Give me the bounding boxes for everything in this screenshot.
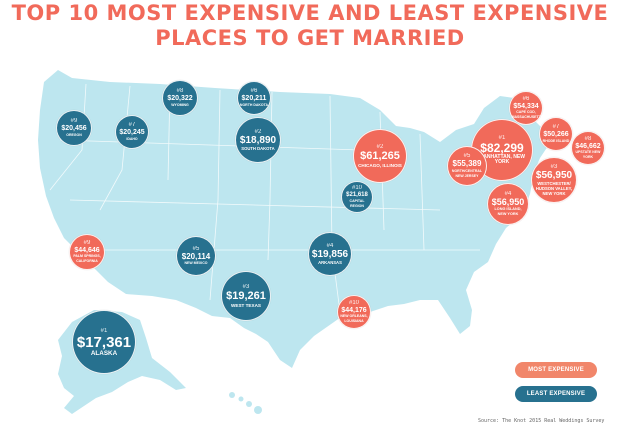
place-rank: #5: [463, 153, 471, 160]
place-bubble-3: #4 $19,856 ARKANSAS: [308, 232, 352, 276]
place-name: WESTCHESTER/ HUDSON VALLEY, NEW YORK: [535, 181, 573, 197]
place-rank: #4: [504, 190, 512, 197]
place-bubble-14: #4 $56,950 LONG ISLAND, NEW YORK: [487, 183, 529, 225]
place-name: PALM SPRINGS, CALIFORNIA: [73, 254, 101, 264]
place-rank: #7: [128, 122, 136, 129]
place-price: $20,114: [181, 251, 211, 261]
place-bubble-16: #6 $54,334 CAPE COD, MASSACHUSETTS: [509, 91, 543, 125]
place-bubble-17: #7 $50,266 RHODE ISLAND: [539, 117, 573, 151]
place-bubble-1: #1 $17,361 ALASKA: [72, 310, 136, 374]
place-rank: #2: [376, 144, 384, 151]
place-name: LONG ISLAND, NEW YORK: [494, 207, 522, 217]
place-name: ARKANSAS: [318, 260, 342, 266]
place-name: CHICAGO, ILLINOIS: [358, 162, 402, 168]
place-rank: #1: [100, 328, 108, 335]
hawaii: [229, 392, 262, 414]
place-price: $44,176: [341, 306, 367, 314]
place-price: $20,245: [119, 129, 145, 137]
place-bubble-9: #9 $20,456 OREGON: [56, 110, 92, 146]
place-name: CAPITAL REGION: [349, 198, 365, 208]
place-bubble-10: #10 $21,618 CAPITAL REGION: [341, 181, 373, 213]
place-name: ALASKA: [90, 349, 118, 357]
place-rank: #3: [550, 163, 558, 170]
place-rank: #1: [498, 135, 506, 142]
place-rank: #8: [584, 135, 592, 142]
place-name: NEW ORLEANS, LOUISIANA: [340, 314, 368, 324]
place-bubble-6: #6 $20,211 NORTH DAKOTA: [237, 81, 271, 115]
place-bubble-18: #8 $46,662 UPSTATE NEW YORK: [571, 131, 605, 165]
place-name: CAPE COD, MASSACHUSETTS: [511, 110, 544, 120]
place-price: $17,361: [76, 334, 132, 352]
legend-least-expensive: LEAST EXPENSIVE: [515, 386, 597, 402]
place-rank: #4: [326, 242, 334, 249]
place-name: WYOMING: [171, 102, 189, 107]
place-price: $21,618: [346, 192, 368, 199]
place-rank: #5: [192, 245, 200, 252]
place-rank: #6: [522, 95, 530, 102]
place-price: $20,211: [241, 95, 267, 103]
place-name: OREGON: [66, 132, 82, 137]
place-price: $46,662: [575, 142, 601, 150]
place-bubble-12: #2 $61,265 CHICAGO, ILLINOIS: [353, 129, 407, 183]
place-rank: #9: [83, 239, 91, 246]
place-bubble-20: #10 $44,176 NEW ORLEANS, LOUISIANA: [337, 295, 371, 329]
legend-most-expensive: MOST EXPENSIVE: [515, 362, 597, 378]
place-name: NEW MEXICO: [184, 261, 208, 266]
place-price: $18,890: [239, 134, 277, 146]
place-price: $19,261: [226, 290, 266, 303]
place-bubble-4: #2 $18,890 SOUTH DAKOTA: [235, 117, 281, 163]
source-note: Source: The Knot 2015 Real Weddings Surv…: [478, 418, 605, 424]
place-bubble-2: #3 $19,261 WEST TEXAS: [221, 271, 271, 321]
place-bubble-19: #9 $44,646 PALM SPRINGS, CALIFORNIA: [69, 234, 105, 270]
place-rank: #10: [351, 185, 362, 192]
place-name: NORTH DAKOTA: [239, 102, 269, 107]
place-price: $20,456: [61, 125, 87, 133]
place-rank: #9: [70, 118, 78, 125]
place-name: SOUTH DAKOTA: [241, 146, 275, 152]
place-name: UPSTATE NEW YORK: [575, 150, 601, 160]
place-bubble-5: #5 $20,114 NEW MEXICO: [176, 236, 216, 276]
place-name: WEST TEXAS: [231, 302, 261, 308]
place-rank: #2: [254, 128, 262, 135]
place-bubble-7: #7 $20,245 IDAHO: [115, 115, 149, 149]
place-name: MANHATTAN, NEW YORK: [479, 153, 525, 165]
place-rank: #6: [250, 88, 258, 95]
place-rank: #7: [552, 124, 560, 131]
place-price: $50,266: [543, 131, 569, 139]
place-price: $56,950: [535, 169, 573, 181]
place-price: $20,322: [167, 95, 193, 103]
place-bubble-13: #3 $56,950 WESTCHESTER/ HUDSON VALLEY, NEW…: [531, 157, 577, 203]
place-price: $56,950: [491, 196, 525, 207]
place-price: $61,265: [360, 150, 400, 163]
place-price: $19,856: [311, 248, 349, 260]
place-name: NORTH/CENTRAL NEW JERSEY: [451, 168, 483, 178]
place-name: RHODE ISLAND: [542, 138, 570, 143]
place-price: $54,334: [513, 102, 539, 110]
place-price: $82,299: [480, 141, 524, 156]
place-price: $44,646: [74, 246, 100, 254]
page-subtitle: PLACES TO GET MARRIED: [155, 26, 465, 50]
place-price: $55,389: [452, 159, 482, 169]
place-rank: #3: [242, 284, 250, 291]
place-rank: #10: [348, 299, 359, 306]
place-rank: #8: [176, 88, 184, 95]
place-name: IDAHO: [126, 136, 138, 141]
page-title: TOP 10 MOST EXPENSIVE AND LEAST EXPENSIV…: [11, 1, 609, 25]
place-bubble-15: #5 $55,389 NORTH/CENTRAL NEW JERSEY: [447, 146, 487, 186]
place-bubble-8: #8 $20,322 WYOMING: [162, 80, 198, 116]
